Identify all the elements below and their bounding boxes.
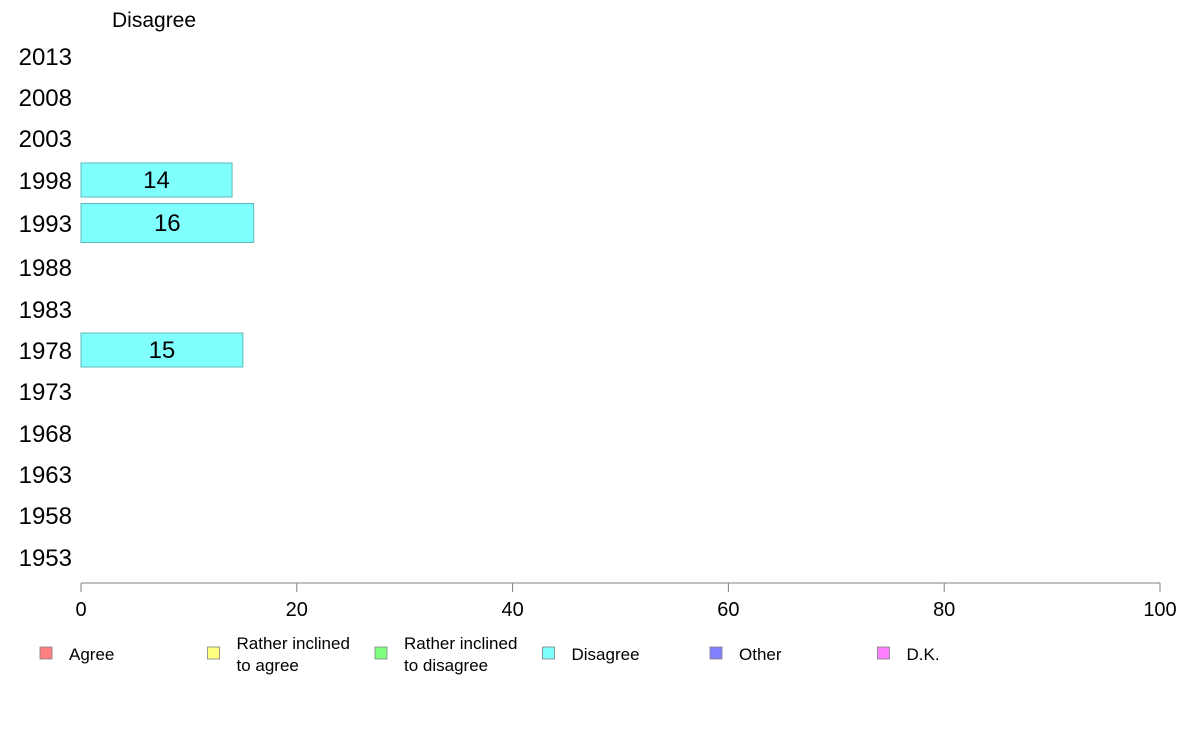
legend-swatch <box>542 646 555 660</box>
legend: Agree Rather inclined to agree Rather incli… <box>39 634 940 675</box>
y-tick-label: 1993 <box>19 211 72 238</box>
y-tick-label: 1983 <box>19 297 72 324</box>
y-tick-label: 1958 <box>19 503 72 530</box>
y-tick-label: 2013 <box>19 44 72 71</box>
bar <box>80 203 255 243</box>
y-tick-label: 1968 <box>19 421 72 448</box>
legend-label: Rather inclined to agree <box>237 634 350 675</box>
legend-label: Other <box>739 645 782 664</box>
legend-swatch <box>709 646 723 660</box>
data-label: 15 <box>149 337 176 364</box>
data-label: 14 <box>143 167 170 194</box>
bar <box>80 162 233 198</box>
y-tick-label: 2003 <box>19 126 72 153</box>
y-tick-label: 2008 <box>19 85 72 112</box>
legend-swatch <box>207 646 220 660</box>
data-label: 16 <box>154 210 181 237</box>
bars: 14 16 15 <box>80 162 255 368</box>
bar <box>80 332 244 368</box>
y-tick-label: 1973 <box>19 379 72 406</box>
x-tick-label: 0 <box>75 599 86 621</box>
legend-swatch <box>374 646 388 660</box>
x-tick-label: 100 <box>1143 599 1176 621</box>
y-tick-label: 1963 <box>19 462 72 489</box>
y-tick-label: 1978 <box>19 338 72 365</box>
chart-title: Disagree <box>112 9 196 32</box>
legend-label: Rather inclined to disagree <box>404 634 517 675</box>
y-axis: 2013 2008 2003 1998 1993 1988 1983 1978 1973 1968… <box>19 44 72 572</box>
y-tick-label: 1953 <box>19 545 72 572</box>
x-tick-label: 40 <box>501 599 523 621</box>
y-tick-label: 1988 <box>19 255 72 282</box>
x-tick-label: 80 <box>933 599 955 621</box>
y-tick-label: 1998 <box>19 168 72 195</box>
legend-label: D.K. <box>907 645 940 664</box>
legend-swatch <box>877 646 890 660</box>
x-tick-label: 20 <box>286 599 308 621</box>
legend-label: Agree <box>69 645 114 664</box>
x-tick-label: 60 <box>717 599 739 621</box>
legend-label: Disagree <box>572 645 640 664</box>
x-axis: 0 20 40 60 80 100 <box>75 582 1177 621</box>
legend-swatch <box>39 646 53 660</box>
